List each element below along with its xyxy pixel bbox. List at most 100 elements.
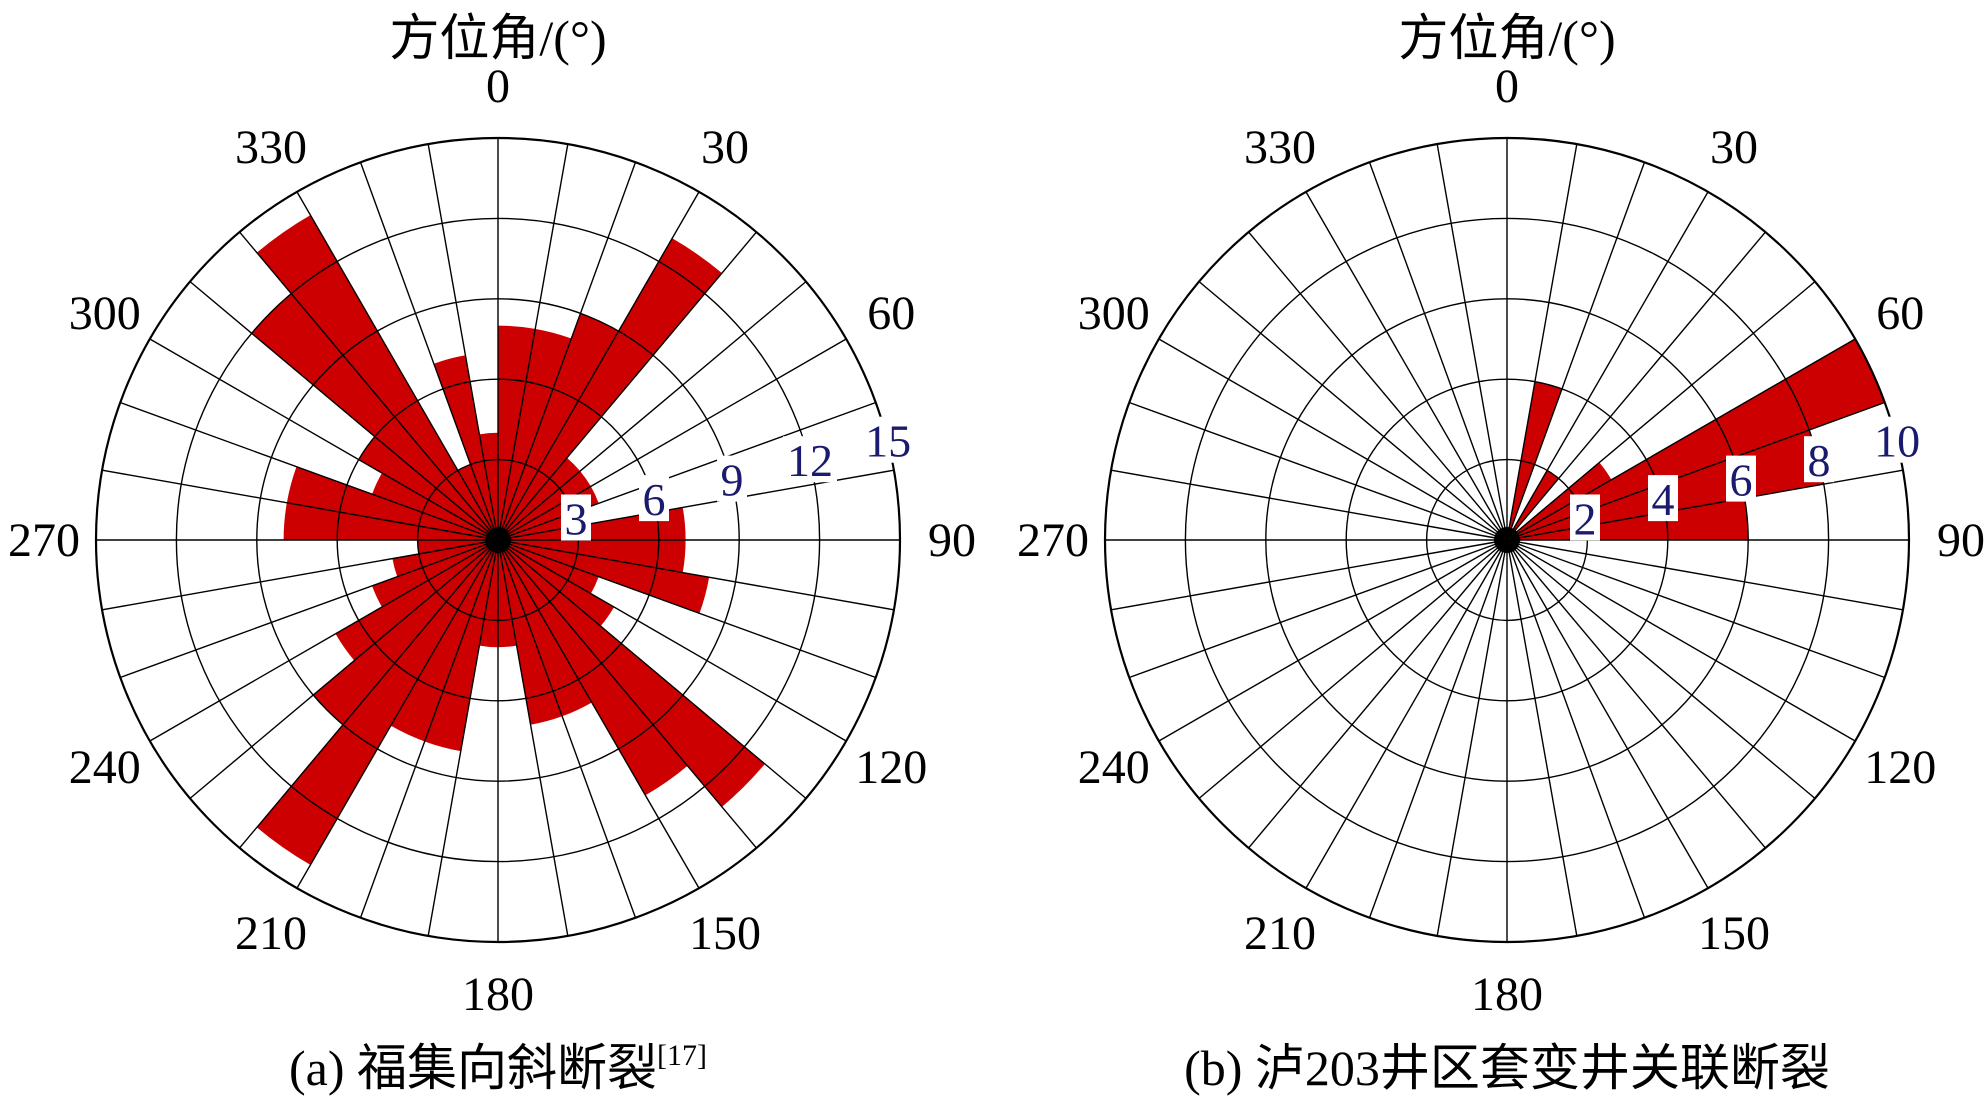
grid-spoke-b-130 <box>1506 539 1816 799</box>
grid-spoke-b-320 <box>1248 231 1508 541</box>
grid-spoke-a-240 <box>149 539 499 742</box>
caption-a-reference: [17] <box>657 1039 707 1072</box>
grid-spoke-b-110 <box>1506 539 1885 679</box>
chart-title-b: 方位角/(°) <box>1398 10 1615 66</box>
angle-label-b-180: 180 <box>1471 968 1543 1021</box>
ring-label-b-2: 2 <box>1574 494 1597 545</box>
grid-spoke-a-170 <box>497 539 569 937</box>
grid-spoke-b-210 <box>1305 539 1508 889</box>
grid-spoke-a-200 <box>359 539 499 918</box>
rose-bar-a-130 <box>498 540 765 807</box>
angle-label-a-60: 60 <box>867 287 915 340</box>
grid-spoke-b-350 <box>1436 143 1508 541</box>
rose-bar-a-280 <box>286 466 498 540</box>
grid-spoke-b-170 <box>1506 539 1578 937</box>
ring-label-a-3: 3 <box>565 494 588 545</box>
grid-spoke-b-260 <box>1110 539 1508 611</box>
grid-spoke-b-220 <box>1248 539 1508 849</box>
polar-grid-a <box>94 136 902 944</box>
center-dot-b <box>1494 527 1520 553</box>
ring-label-b-6: 6 <box>1730 455 1753 506</box>
grid-spoke-b-100 <box>1506 539 1904 611</box>
rose-bar-a-340 <box>433 355 498 540</box>
bars-a <box>251 215 765 865</box>
grid-spoke-b-10 <box>1506 143 1578 541</box>
grid-spoke-b-50 <box>1506 281 1816 541</box>
grid-spoke-a-220 <box>239 539 499 849</box>
grid-spoke-a-250 <box>120 539 499 679</box>
grid-spoke-b-40 <box>1506 231 1766 541</box>
rose-bar-a-30 <box>498 238 722 540</box>
grid-spoke-b-330 <box>1305 191 1508 541</box>
grid-spoke-b-280 <box>1110 469 1508 541</box>
angle-label-a-120: 120 <box>855 741 927 794</box>
rose-bar-a-230 <box>335 540 498 661</box>
grid-spoke-b-120 <box>1506 539 1856 742</box>
angle-label-a-270: 270 <box>8 514 80 567</box>
rose-bar-a-290 <box>372 473 498 540</box>
ring-label-bg-b-10 <box>1870 416 1925 463</box>
ring-label-a-15: 15 <box>865 416 911 467</box>
ring-label-bg-b-4 <box>1648 475 1678 522</box>
ring-label-b-8: 8 <box>1808 435 1831 486</box>
grid-spoke-b-300 <box>1158 338 1508 541</box>
angle-label-b-90: 90 <box>1937 514 1984 567</box>
grid-spoke-a-120 <box>497 539 847 742</box>
rose-bar-a-210 <box>256 540 498 865</box>
angle-label-a-240: 240 <box>69 741 141 794</box>
angle-label-a-300: 300 <box>69 287 141 340</box>
grid-spoke-a-280 <box>101 469 499 541</box>
ring-label-bg-a-3 <box>561 494 591 541</box>
ring-label-bg-b-8 <box>1804 436 1834 483</box>
chart-title-a: 方位角/(°) <box>389 10 606 66</box>
grid-spoke-b-150 <box>1506 539 1709 889</box>
rose-bar-a-50 <box>498 471 591 540</box>
grid-spoke-a-70 <box>497 401 876 541</box>
grid-spoke-a-110 <box>497 539 876 679</box>
rose-bar-a-20 <box>498 313 619 540</box>
rose-bar-a-240 <box>372 540 498 607</box>
caption-a-text: (a) 福集向斜断裂 <box>289 1040 657 1096</box>
grid-spoke-a-350 <box>427 143 499 541</box>
grid-spoke-a-130 <box>497 539 807 799</box>
grid-spoke-b-190 <box>1436 539 1508 937</box>
grid-spoke-b-340 <box>1368 162 1508 541</box>
ring-label-b-4: 4 <box>1652 474 1675 525</box>
ring-label-bg-a-12 <box>783 436 837 483</box>
rose-bar-b-30 <box>1507 470 1559 540</box>
ring-label-bg-b-6 <box>1726 455 1756 502</box>
grid-spoke-a-40 <box>497 231 757 541</box>
ring-label-bg-a-6 <box>639 475 669 522</box>
caption-a: (a) 福集向斜断裂[17] <box>289 1039 707 1096</box>
rose-bar-a-330 <box>457 464 498 540</box>
grid-spoke-a-290 <box>120 401 499 541</box>
angle-label-b-0: 0 <box>1495 60 1519 113</box>
grid-spoke-a-150 <box>497 539 700 889</box>
grid-spoke-b-70 <box>1506 401 1885 541</box>
angle-label-b-150: 150 <box>1698 907 1770 960</box>
ring-label-bg-a-15 <box>861 416 916 463</box>
rose-bar-a-40 <box>498 457 581 540</box>
rose-chart-b: 0 30 60 90 120 150 180 210 240 270 300 330 2 4 6 8 10 方… <box>1017 10 1984 1096</box>
grid-spoke-a-340 <box>359 162 499 541</box>
angle-label-a-30: 30 <box>701 121 749 174</box>
grid-spoke-a-10 <box>497 143 569 541</box>
angle-label-a-330: 330 <box>235 121 307 174</box>
grid-spoke-b-20 <box>1506 162 1646 541</box>
rose-bar-a-100 <box>498 540 710 614</box>
grid-spoke-b-200 <box>1368 539 1508 918</box>
rose-bar-a-310 <box>251 293 498 540</box>
rose-bar-a-10 <box>498 328 572 540</box>
rose-bar-a-320 <box>256 215 498 540</box>
grid-spoke-a-230 <box>189 539 499 799</box>
polar-grid-b <box>1103 136 1911 944</box>
ring-label-b-10: 10 <box>1874 416 1920 467</box>
grid-spoke-a-100 <box>497 539 895 611</box>
grid-spoke-a-330 <box>296 191 499 541</box>
caption-b: (b) 泸203井区套变井关联断裂 <box>1184 1040 1830 1096</box>
angle-label-a-90: 90 <box>928 514 976 567</box>
angle-label-a-0: 0 <box>486 60 510 113</box>
